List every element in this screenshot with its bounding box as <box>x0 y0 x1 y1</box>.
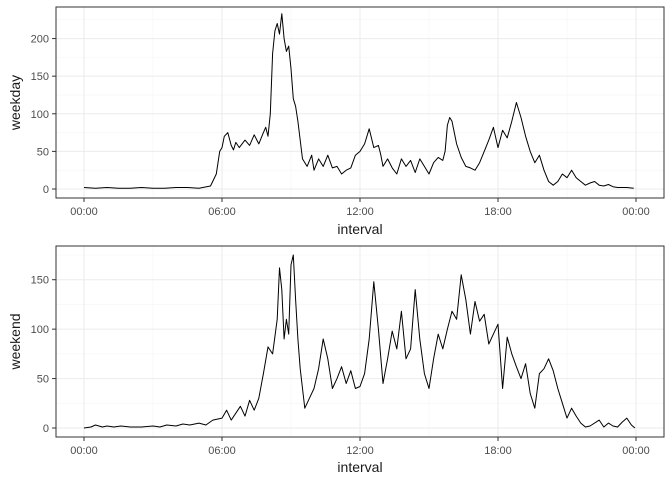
y-tick-label: 50 <box>37 146 49 158</box>
x-tick-label: 12:00 <box>346 445 374 457</box>
y-tick-label: 0 <box>43 423 49 435</box>
panel-border <box>55 245 665 438</box>
x-axis-title: interval <box>337 459 382 475</box>
y-tick-label: 150 <box>31 71 49 83</box>
x-tick-label: 18:00 <box>484 206 512 218</box>
x-axis-title: interval <box>337 221 382 237</box>
y-axis-title: weekday <box>7 75 23 131</box>
x-tick-label: 00:00 <box>70 445 98 457</box>
y-tick-label: 150 <box>31 275 49 287</box>
x-tick-label: 06:00 <box>208 206 236 218</box>
x-tick-label: 00:00 <box>622 445 650 457</box>
x-tick-label: 00:00 <box>622 206 650 218</box>
x-tick-label: 06:00 <box>208 445 236 457</box>
y-tick-label: 100 <box>31 324 49 336</box>
series-line-weekday <box>83 13 634 189</box>
y-axis-title: weekend <box>7 313 23 370</box>
x-tick-label: 12:00 <box>346 206 374 218</box>
x-tick-label: 18:00 <box>484 445 512 457</box>
y-tick-label: 100 <box>31 109 49 121</box>
series-line-weekend <box>83 254 636 429</box>
chart-panel-weekend: 00:00 06:00 12:00 18:00 00:00 0 50 100 150 interv… <box>7 245 665 475</box>
y-tick-label: 200 <box>31 34 49 46</box>
panel-border <box>55 6 665 199</box>
x-tick-label: 00:00 <box>70 206 98 218</box>
y-tick-label: 50 <box>37 374 49 386</box>
y-tick-label: 0 <box>43 184 49 196</box>
chart-panel-weekday: 00:00 06:00 12:00 18:00 00:00 0 50 100 150 200 int… <box>7 6 665 237</box>
